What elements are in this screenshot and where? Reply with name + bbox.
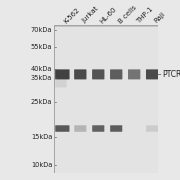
Text: THP-1: THP-1 xyxy=(135,6,154,24)
FancyBboxPatch shape xyxy=(74,125,86,132)
Text: HL-60: HL-60 xyxy=(99,6,118,24)
Text: Jurkat: Jurkat xyxy=(81,6,100,24)
FancyBboxPatch shape xyxy=(55,79,67,87)
Text: K-562: K-562 xyxy=(63,6,81,24)
FancyBboxPatch shape xyxy=(54,25,158,173)
FancyBboxPatch shape xyxy=(146,125,158,132)
FancyBboxPatch shape xyxy=(74,69,86,79)
FancyBboxPatch shape xyxy=(146,69,158,79)
Text: PTCRA: PTCRA xyxy=(162,70,180,79)
Text: 25kDa: 25kDa xyxy=(31,99,52,105)
FancyBboxPatch shape xyxy=(110,69,122,79)
Text: 15kDa: 15kDa xyxy=(31,134,52,140)
Text: 70kDa: 70kDa xyxy=(31,27,52,33)
FancyBboxPatch shape xyxy=(55,69,69,79)
FancyBboxPatch shape xyxy=(128,69,140,79)
Text: 10kDa: 10kDa xyxy=(31,163,52,168)
Text: 40kDa: 40kDa xyxy=(31,66,52,72)
FancyBboxPatch shape xyxy=(55,125,69,132)
Text: B cells: B cells xyxy=(117,4,138,24)
Text: 35kDa: 35kDa xyxy=(31,75,52,81)
Text: 55kDa: 55kDa xyxy=(31,44,52,50)
Text: Raji: Raji xyxy=(153,11,166,24)
FancyBboxPatch shape xyxy=(110,125,122,132)
FancyBboxPatch shape xyxy=(92,125,104,132)
FancyBboxPatch shape xyxy=(92,69,104,79)
